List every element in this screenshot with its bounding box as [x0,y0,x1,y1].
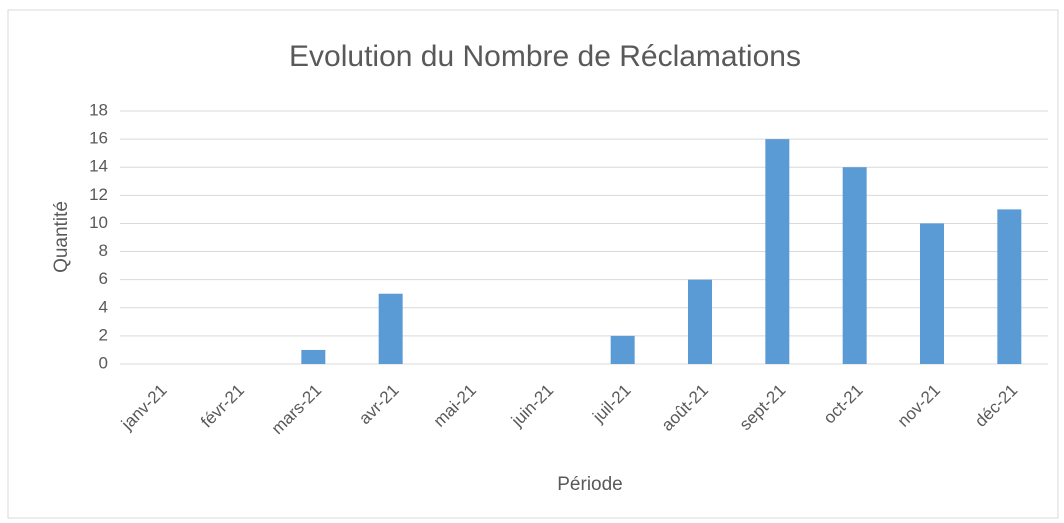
y-tick-label: 16 [89,129,108,148]
y-tick-label: 10 [89,213,108,232]
bar [610,335,635,364]
bar [842,167,867,364]
bar [920,223,944,364]
y-tick-label: 0 [99,353,108,372]
chart-border [7,9,1059,519]
y-tick-label: 14 [89,157,108,176]
chart-title: Evolution du Nombre de Réclamations [289,40,801,73]
y-tick-label: 2 [99,325,108,344]
bar [688,279,712,364]
y-tick-label: 6 [99,269,108,288]
y-tick-label: 4 [99,297,108,316]
y-tick-label: 12 [89,185,108,204]
bar [997,209,1022,364]
y-tick-label: 8 [99,241,108,260]
y-axis-label: Quantité [51,201,72,273]
y-tick-label: 18 [89,100,108,119]
bar [378,293,403,364]
bar [765,139,790,364]
x-axis-label: Période [557,474,623,495]
bar [301,349,326,364]
